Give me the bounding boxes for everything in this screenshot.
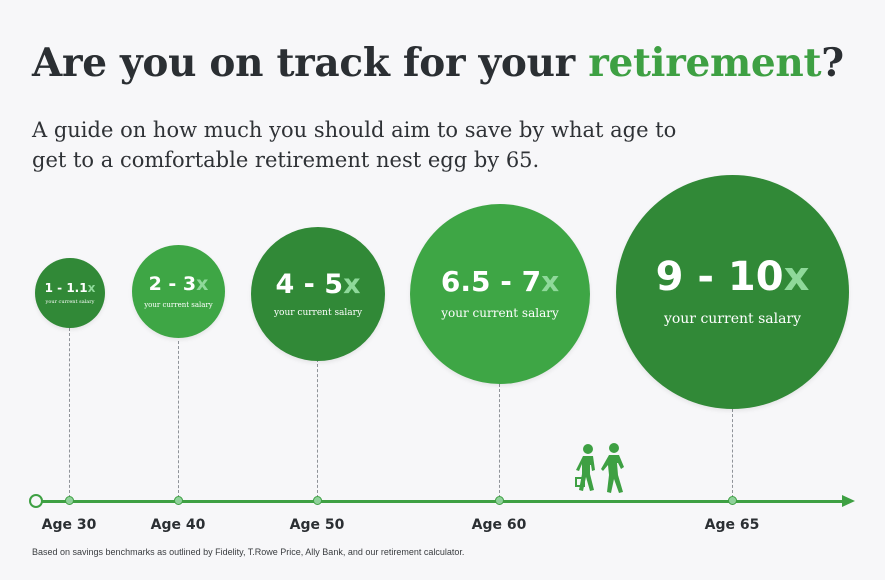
multiplier-x: x bbox=[87, 280, 96, 295]
savings-range: 9 - 10 bbox=[655, 254, 784, 300]
page-subtitle: A guide on how much you should aim to sa… bbox=[32, 118, 677, 172]
footnote: Based on savings benchmarks as outlined … bbox=[32, 547, 465, 557]
multiplier-x: x bbox=[196, 272, 209, 295]
timeline-tick-age-50 bbox=[313, 496, 322, 505]
age-label-30: Age 30 bbox=[41, 517, 97, 533]
timeline-tick-age-60 bbox=[495, 496, 504, 505]
milestone-circle-age-60: 6.5 - 7x your current salary bbox=[410, 204, 590, 384]
timeline-tick-age-40 bbox=[174, 496, 183, 505]
timeline-tick-age-65 bbox=[728, 496, 737, 505]
multiplier-x: x bbox=[541, 265, 560, 298]
salary-caption: your current salary bbox=[663, 311, 802, 327]
milestone-circle-age-50: 4 - 5x your current salary bbox=[251, 227, 385, 361]
timeline-line bbox=[38, 500, 846, 503]
savings-multiple: 6.5 - 7x bbox=[441, 268, 559, 296]
salary-caption: your current salary bbox=[273, 307, 363, 318]
salary-caption: your current salary bbox=[441, 306, 559, 320]
stem-age-50 bbox=[317, 359, 318, 498]
age-label-65: Age 65 bbox=[704, 517, 760, 533]
timeline-tick-age-30 bbox=[65, 496, 74, 505]
title-suffix: ? bbox=[821, 40, 844, 86]
savings-range: 1 - 1.1 bbox=[44, 280, 88, 295]
age-label-50: Age 50 bbox=[289, 517, 345, 533]
savings-multiple: 1 - 1.1x bbox=[45, 282, 96, 294]
stem-age-30 bbox=[69, 328, 70, 498]
age-label-40: Age 40 bbox=[150, 517, 206, 533]
savings-multiple: 4 - 5x bbox=[275, 271, 360, 298]
milestone-circle-age-30: 1 - 1.1x your current salary bbox=[35, 258, 105, 328]
timeline-arrow-icon bbox=[842, 495, 855, 507]
milestone-circle-age-65: 9 - 10x your current salary bbox=[616, 175, 849, 409]
savings-range: 4 - 5 bbox=[275, 268, 344, 300]
page-title: Are you on track for your retirement? bbox=[32, 40, 844, 86]
stem-age-65 bbox=[732, 409, 733, 498]
savings-multiple: 2 - 3x bbox=[148, 272, 209, 295]
milestone-circle-age-40: 2 - 3x your current salary bbox=[132, 245, 225, 338]
timeline-start-marker bbox=[29, 494, 43, 508]
multiplier-x: x bbox=[783, 254, 810, 300]
title-prefix: Are you on track for your bbox=[32, 40, 589, 86]
savings-range: 2 - 3 bbox=[148, 272, 197, 295]
savings-range: 6.5 - 7 bbox=[440, 265, 542, 298]
stem-age-60 bbox=[499, 384, 500, 498]
title-accent: retirement bbox=[588, 40, 822, 86]
stem-age-40 bbox=[178, 341, 179, 498]
salary-caption: your current salary bbox=[45, 298, 95, 305]
salary-caption: your current salary bbox=[144, 300, 213, 309]
savings-multiple: 9 - 10x bbox=[656, 257, 810, 297]
multiplier-x: x bbox=[343, 268, 361, 300]
walking-couple-icon bbox=[573, 442, 635, 508]
age-label-60: Age 60 bbox=[471, 517, 527, 533]
